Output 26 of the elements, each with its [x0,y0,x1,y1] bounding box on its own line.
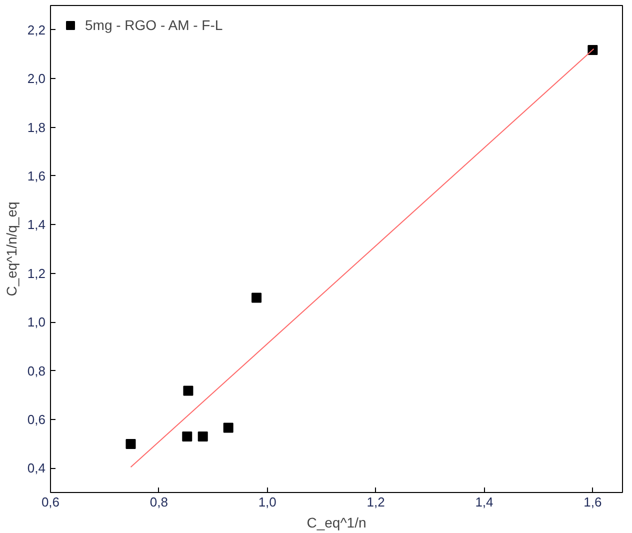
point [126,439,136,450]
y-tick-label: 2,0 [27,71,46,86]
y-tick-label: 2,2 [27,22,46,38]
x-tick-label: 1,0 [258,494,276,510]
legend-label: 5mg - RGO - AM - F-L [85,17,223,33]
point [252,292,262,303]
x-axis-title: C_eq^1/n [306,514,366,530]
x-tick-label: 1,4 [475,494,494,510]
point [182,431,192,442]
point [223,422,234,433]
y-tick-label: 0,4 [27,460,46,476]
x-tick-label: 0,8 [150,494,168,510]
y-tick-label: 1,4 [27,217,46,232]
point [588,45,598,56]
y-tick-label: 0,6 [27,412,46,427]
point [198,431,208,442]
y-tick-label: 1,0 [27,314,46,330]
y-tick-label: 1,8 [27,120,46,135]
y-tick-label: 1,6 [27,168,46,184]
y-tick-label: 1,2 [27,266,46,281]
y-tick-label: 0,8 [27,363,46,378]
x-tick-label: 1,6 [584,494,602,510]
x-tick-label: 0,6 [41,494,60,510]
x-tick-label: 1,2 [366,494,385,510]
point [183,386,194,396]
y-axis-title: C_eq^1/n/q_eq [3,202,20,296]
